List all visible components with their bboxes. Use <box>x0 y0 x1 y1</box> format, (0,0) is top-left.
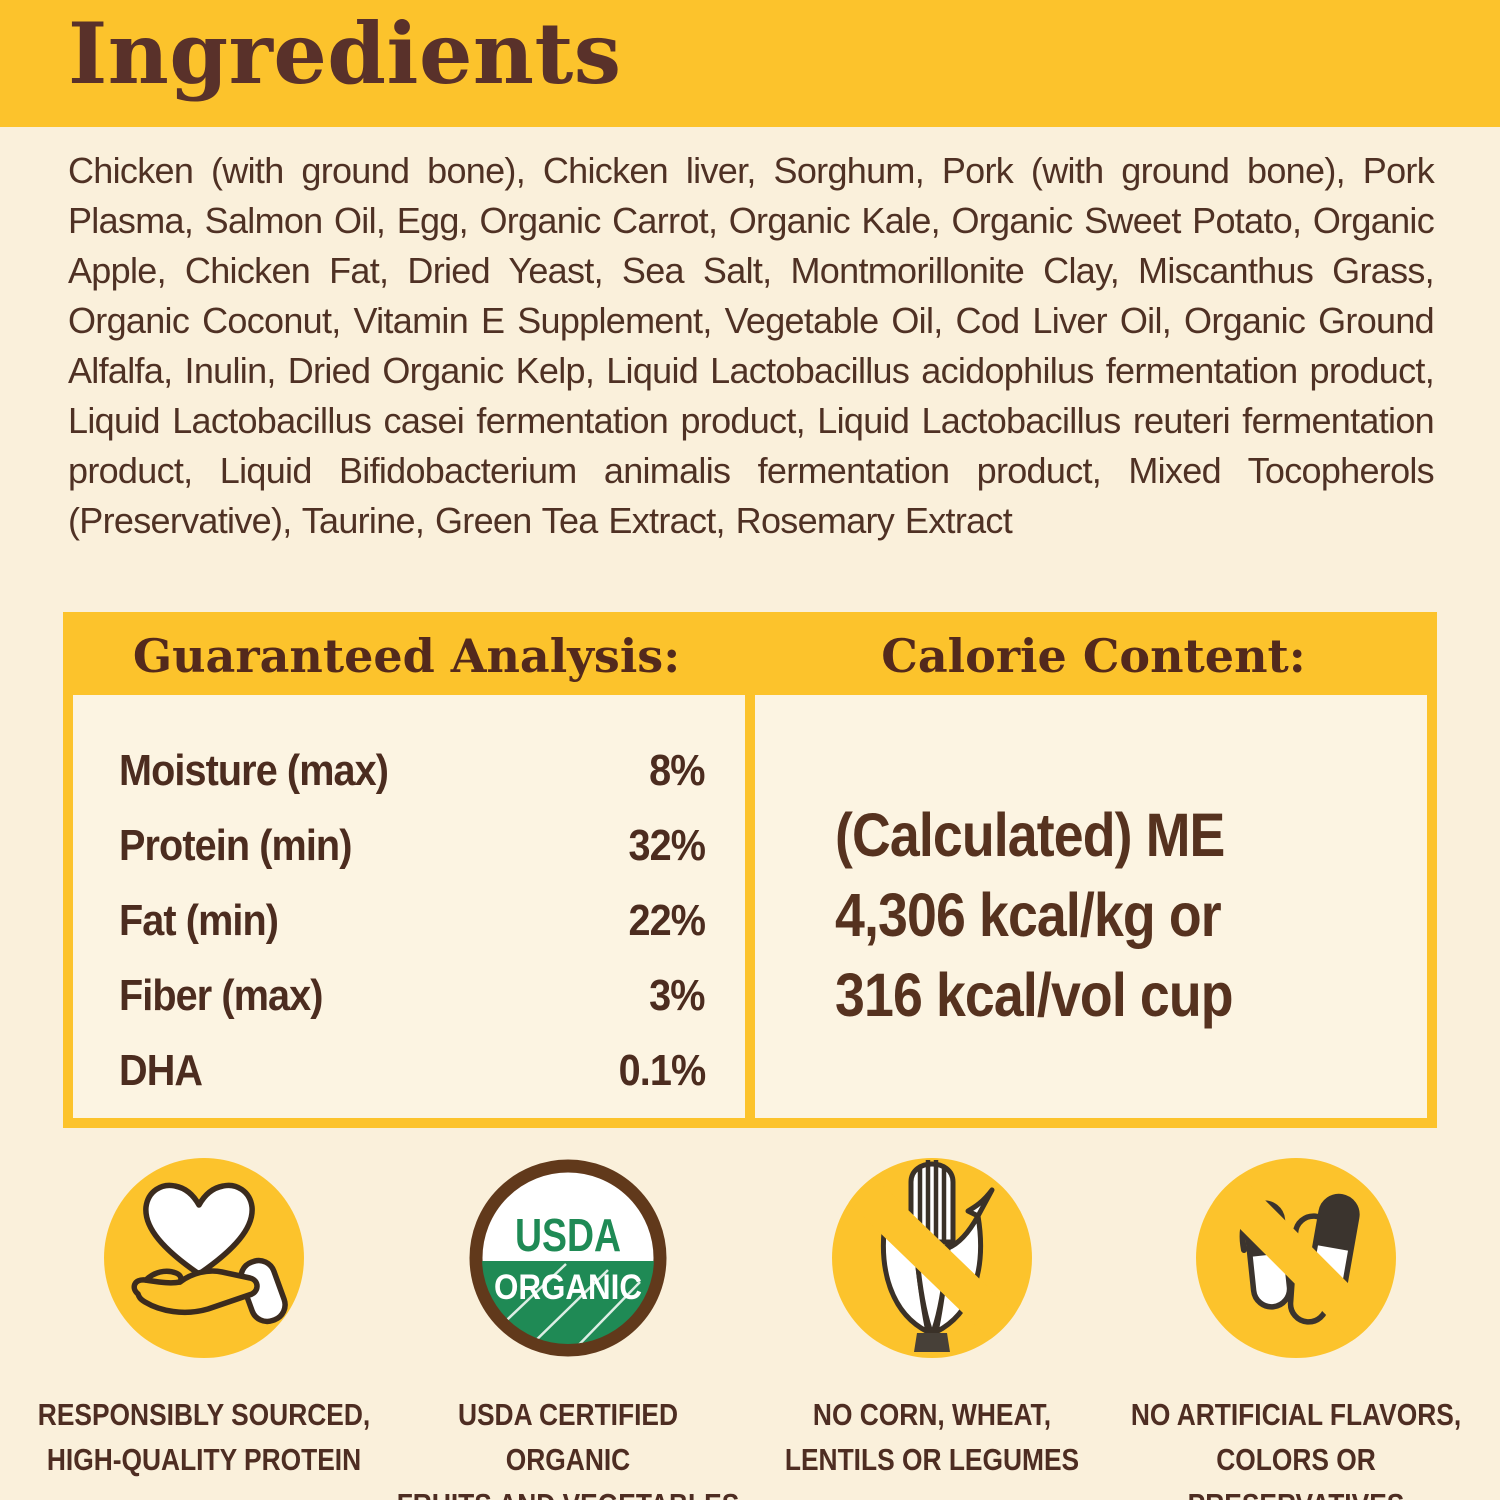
calorie-content-panel: (Calculated) ME 4,306 kcal/kg or 316 kca… <box>755 695 1427 1118</box>
guaranteed-analysis-heading: Guaranteed Analysis: <box>132 629 681 683</box>
analysis-calorie-box: Guaranteed Analysis: Calorie Content: Mo… <box>63 612 1437 1128</box>
analysis-value: 22% <box>628 895 705 945</box>
badge-caption: USDA CERTIFIED ORGANIC FRUITS AND VEGETA… <box>397 1397 740 1500</box>
calorie-value: (Calculated) ME 4,306 kcal/kg or 316 kca… <box>835 801 1234 1029</box>
usda-seal-bottom-text: ORGANIC <box>494 1268 642 1307</box>
badge-caption: NO ARTIFICIAL FLAVORS, COLORS OR PRESERV… <box>1130 1397 1462 1500</box>
analysis-value: 32% <box>628 820 705 870</box>
analysis-value: 3% <box>649 970 706 1020</box>
analysis-row-moisture: Moisture (max) 8% <box>119 733 706 808</box>
analysis-table: Moisture (max) 8% Protein (min) 32% Fat … <box>73 695 745 1108</box>
header-band: Ingredients <box>0 0 1500 127</box>
page-title: Ingredients <box>68 4 622 103</box>
badge-no-corn: NO CORN, WHEAT, LENTILS OR LEGUMES <box>756 1158 1108 1500</box>
analysis-label: Protein (min) <box>119 820 352 870</box>
box-headings: Guaranteed Analysis: Calorie Content: <box>63 612 1437 695</box>
usda-organic-seal-icon: USDA ORGANIC <box>469 1159 667 1357</box>
ingredients-paragraph: Chicken (with ground bone), Chicken live… <box>68 150 1435 541</box>
heart-in-hand-icon <box>104 1158 304 1358</box>
analysis-label: DHA <box>119 1045 203 1095</box>
badge-caption: NO CORN, WHEAT, LENTILS OR LEGUMES <box>784 1397 1080 1477</box>
analysis-row-fiber: Fiber (max) 3% <box>119 958 706 1033</box>
badge-usda-organic: USDA ORGANIC USDA CERTIFIED ORGANIC FRUI… <box>392 1158 744 1500</box>
badge-responsibly-sourced: RESPONSIBLY SOURCED, HIGH-QUALITY PROTEI… <box>28 1158 380 1500</box>
no-corn-icon <box>831 1158 1033 1358</box>
analysis-label: Moisture (max) <box>119 745 389 795</box>
analysis-label: Fat (min) <box>119 895 279 945</box>
analysis-row-fat: Fat (min) 22% <box>119 883 706 958</box>
usda-seal-top-text: USDA <box>515 1209 621 1261</box>
no-pills-icon <box>1196 1158 1396 1358</box>
calorie-content-heading: Calorie Content: <box>881 629 1306 683</box>
analysis-label: Fiber (max) <box>119 970 323 1020</box>
analysis-row-dha: DHA 0.1% <box>119 1033 706 1108</box>
guaranteed-analysis-panel: Moisture (max) 8% Protein (min) 32% Fat … <box>73 695 745 1118</box>
analysis-row-protein: Protein (min) 32% <box>119 808 706 883</box>
badge-row: RESPONSIBLY SOURCED, HIGH-QUALITY PROTEI… <box>28 1158 1472 1500</box>
analysis-value: 0.1% <box>618 1045 706 1095</box>
badge-caption: RESPONSIBLY SOURCED, HIGH-QUALITY PROTEI… <box>37 1397 371 1477</box>
analysis-value: 8% <box>649 745 706 795</box>
badge-no-additives: NO ARTIFICIAL FLAVORS, COLORS OR PRESERV… <box>1120 1158 1472 1500</box>
